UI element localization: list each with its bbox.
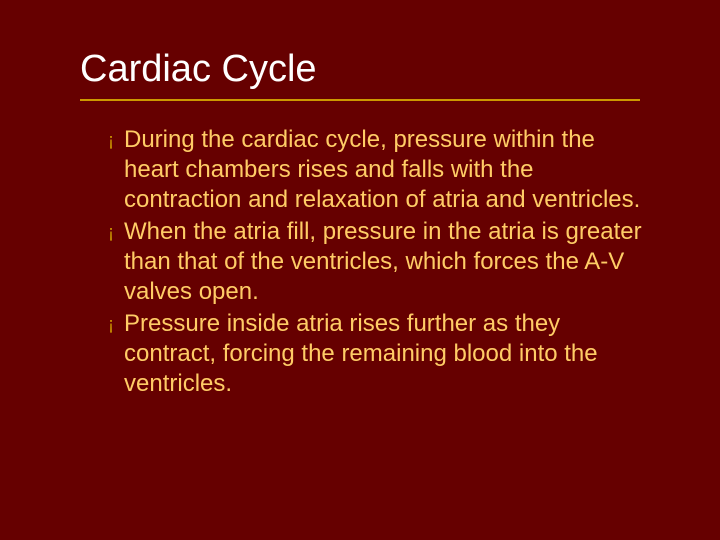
slide-content: ¡ During the cardiac cycle, pressure wit… [90,125,650,399]
list-item: ¡ When the atria fill, pressure in the a… [108,217,650,307]
bullet-icon: ¡ [108,309,114,339]
bullet-icon: ¡ [108,125,114,155]
bullet-text: Pressure inside atria rises further as t… [124,309,650,399]
list-item: ¡ During the cardiac cycle, pressure wit… [108,125,650,215]
list-item: ¡ Pressure inside atria rises further as… [108,309,650,399]
slide-title: Cardiac Cycle [80,48,650,91]
slide: Cardiac Cycle ¡ During the cardiac cycle… [0,0,720,540]
bullet-text: When the atria fill, pressure in the atr… [124,217,650,307]
title-underline [80,99,640,101]
bullet-text: During the cardiac cycle, pressure withi… [124,125,650,215]
bullet-icon: ¡ [108,217,114,247]
